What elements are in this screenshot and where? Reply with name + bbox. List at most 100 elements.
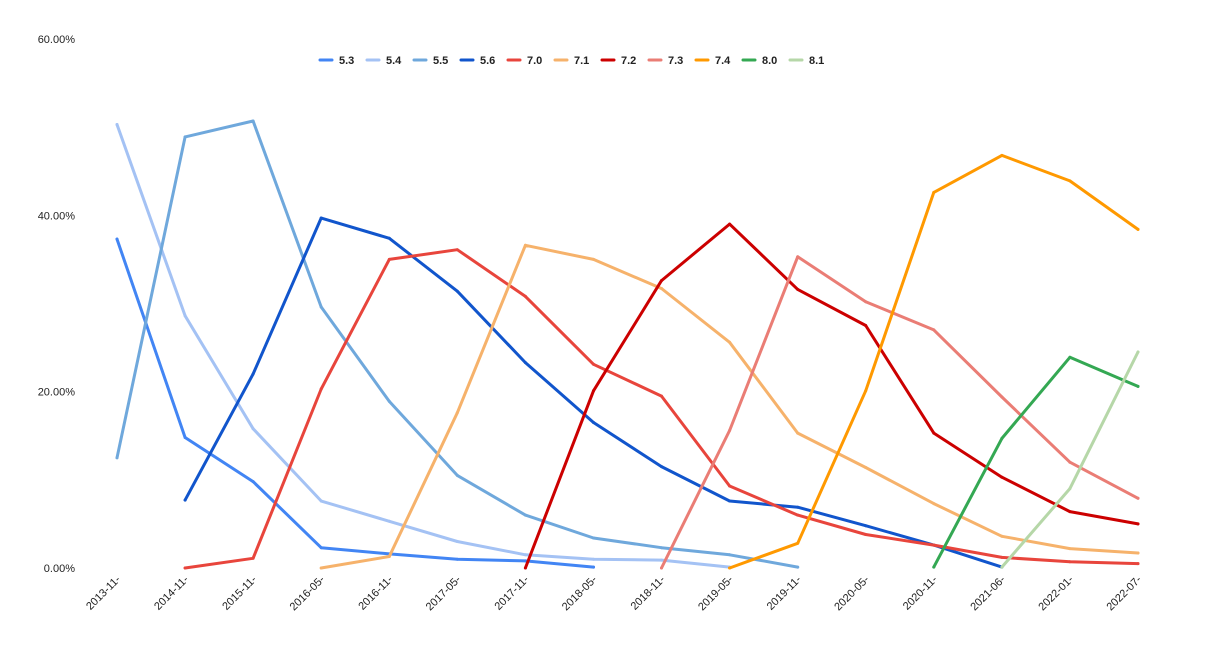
data-point bbox=[592, 557, 595, 561]
legend-item[interactable]: 5.4 bbox=[365, 55, 402, 67]
legend-item[interactable]: 5.3 bbox=[318, 55, 354, 67]
data-point bbox=[932, 190, 936, 194]
data-point bbox=[1136, 384, 1140, 388]
data-point bbox=[183, 436, 187, 439]
legend-item[interactable]: 7.0 bbox=[506, 55, 542, 67]
legend-label: 8.0 bbox=[762, 55, 777, 67]
series-line bbox=[115, 237, 595, 569]
data-point bbox=[183, 566, 187, 570]
x-tick-label: 2021-06- bbox=[968, 573, 1008, 613]
data-point bbox=[660, 465, 663, 469]
data-point bbox=[796, 541, 800, 545]
legend-item[interactable]: 7.1 bbox=[553, 55, 589, 67]
data-point bbox=[864, 466, 868, 469]
data-point bbox=[115, 123, 119, 126]
legend-label: 5.6 bbox=[480, 55, 495, 67]
data-point bbox=[1068, 487, 1072, 491]
data-point bbox=[1136, 551, 1140, 555]
legend-item[interactable]: 8.0 bbox=[741, 55, 777, 67]
data-point bbox=[523, 566, 527, 570]
x-tick-label: 2013-11- bbox=[84, 573, 123, 612]
x-tick-label: 2016-05- bbox=[288, 573, 328, 613]
series-5-5 bbox=[115, 119, 800, 569]
data-point bbox=[728, 499, 732, 503]
y-tick-label: 0.00% bbox=[44, 563, 75, 575]
series-7-1 bbox=[319, 243, 1140, 570]
series-8-1 bbox=[1000, 350, 1140, 569]
legend-label: 5.5 bbox=[433, 55, 448, 67]
x-tick-label: 2022-07- bbox=[1104, 573, 1144, 613]
y-axis: 0.00% 20.00% 40.00% 60.00% bbox=[38, 34, 76, 575]
legend-item[interactable]: 7.2 bbox=[600, 55, 636, 67]
legend-label: 7.4 bbox=[715, 55, 731, 67]
series-7-4 bbox=[728, 153, 1140, 570]
x-tick-label: 2017-05- bbox=[424, 573, 464, 613]
x-axis: 2013-11- 2014-11- 2015-11- 2016-05- 2016-11-… bbox=[84, 573, 1144, 613]
data-point bbox=[455, 473, 459, 477]
x-tick-label: 2022-01- bbox=[1036, 573, 1076, 613]
data-point bbox=[1000, 565, 1004, 569]
data-point bbox=[864, 524, 868, 528]
data-point bbox=[592, 565, 595, 569]
data-point bbox=[796, 287, 800, 291]
data-point bbox=[319, 305, 323, 309]
series-7-2 bbox=[523, 222, 1140, 570]
legend-item[interactable]: 8.1 bbox=[788, 55, 824, 67]
data-point bbox=[796, 505, 800, 509]
series-5-6 bbox=[183, 216, 1004, 569]
data-point bbox=[1000, 395, 1004, 399]
data-point bbox=[455, 411, 459, 415]
data-point bbox=[455, 540, 459, 543]
legend-item[interactable]: 5.5 bbox=[412, 55, 448, 67]
series-line bbox=[1000, 350, 1140, 569]
data-point bbox=[1136, 350, 1140, 354]
data-point bbox=[1136, 496, 1140, 500]
data-point bbox=[660, 279, 663, 283]
data-point bbox=[251, 119, 255, 123]
data-point bbox=[728, 340, 732, 344]
data-point bbox=[387, 399, 391, 403]
legend-item[interactable]: 5.6 bbox=[459, 55, 495, 67]
data-point bbox=[728, 553, 732, 557]
x-tick-label: 2019-05- bbox=[696, 573, 736, 613]
data-point bbox=[932, 543, 936, 547]
data-point bbox=[796, 565, 800, 569]
data-point bbox=[592, 389, 595, 393]
data-point bbox=[1000, 153, 1004, 157]
legend-label: 8.1 bbox=[809, 55, 824, 67]
data-point bbox=[796, 255, 800, 259]
series-5-3 bbox=[115, 237, 595, 569]
series-7-0 bbox=[183, 248, 1140, 570]
data-point bbox=[1000, 436, 1004, 440]
data-point bbox=[319, 387, 323, 391]
data-point bbox=[387, 236, 391, 240]
legend-label: 5.4 bbox=[386, 55, 402, 67]
x-tick-label: 2019-11- bbox=[765, 573, 804, 612]
legend-label: 7.1 bbox=[574, 55, 589, 67]
data-point bbox=[592, 536, 595, 540]
data-point bbox=[115, 237, 119, 241]
legend-label: 7.0 bbox=[527, 55, 542, 67]
data-point bbox=[932, 565, 936, 569]
data-point bbox=[319, 216, 323, 220]
series-line bbox=[523, 222, 1140, 570]
x-tick-label: 2017-11- bbox=[492, 573, 531, 612]
data-point bbox=[1136, 227, 1140, 231]
data-point bbox=[660, 566, 663, 570]
legend-label: 5.3 bbox=[339, 55, 354, 67]
data-point bbox=[1068, 179, 1072, 183]
data-point bbox=[1136, 522, 1140, 526]
legend-item[interactable]: 7.4 bbox=[694, 55, 731, 67]
x-tick-label: 2020-05- bbox=[832, 573, 872, 613]
data-point bbox=[523, 559, 527, 563]
legend-item[interactable]: 7.3 bbox=[647, 55, 683, 67]
data-point bbox=[251, 480, 255, 484]
data-point bbox=[251, 556, 255, 560]
data-point bbox=[592, 421, 595, 424]
data-point bbox=[1136, 562, 1140, 566]
data-point bbox=[387, 257, 391, 261]
data-point bbox=[728, 484, 732, 488]
series-line bbox=[660, 255, 1140, 570]
data-point bbox=[728, 222, 732, 226]
series-line bbox=[115, 123, 732, 569]
